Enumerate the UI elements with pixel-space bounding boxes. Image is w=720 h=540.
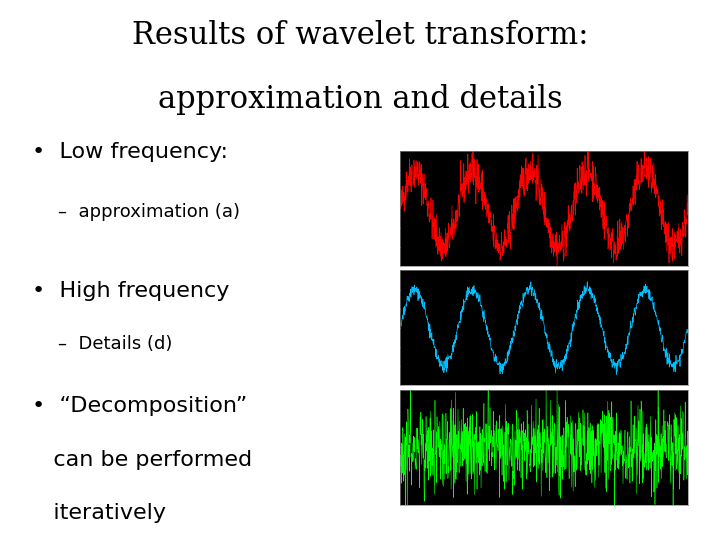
Text: Results of wavelet transform:: Results of wavelet transform: xyxy=(132,20,588,51)
Text: –  Details (d): – Details (d) xyxy=(58,335,172,353)
Text: can be performed: can be performed xyxy=(32,450,253,470)
Text: iteratively: iteratively xyxy=(32,503,166,523)
Text: •  “Decomposition”: • “Decomposition” xyxy=(32,396,248,416)
Text: •  High frequency: • High frequency xyxy=(32,281,230,301)
Text: •  Low frequency:: • Low frequency: xyxy=(32,142,228,162)
Y-axis label: a₁: a₁ xyxy=(374,323,382,333)
Text: Decomposition at level 1 : s = a1 + d1 .: Decomposition at level 1 : s = a1 + d1 . xyxy=(446,138,616,144)
Text: –  approximation (a): – approximation (a) xyxy=(58,204,240,221)
Y-axis label: d₁: d₁ xyxy=(374,443,383,452)
Text: approximation and details: approximation and details xyxy=(158,84,562,114)
Y-axis label: S: S xyxy=(376,204,381,213)
